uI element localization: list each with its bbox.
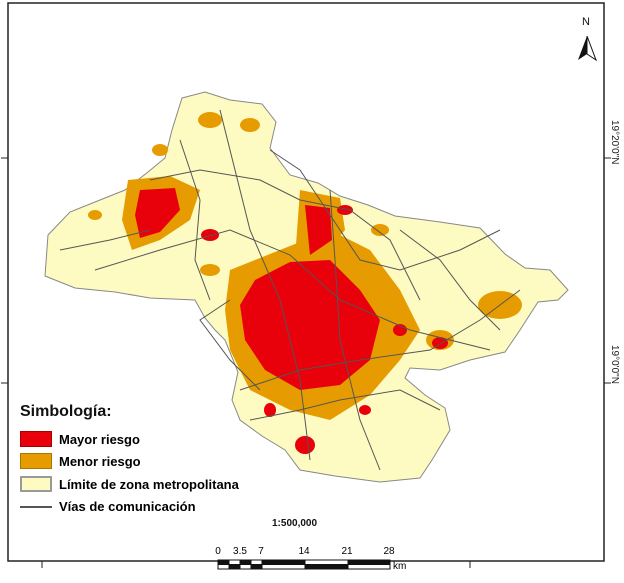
vias-de-comunicacion [59,109,521,471]
scale-text: 1:500,000 [272,518,318,529]
legend-item-mayor-riesgo: Mayor riesgo [20,431,140,447]
scale-unit: km [393,561,407,572]
mayor-riesgo-areas [135,188,448,454]
lat-label-19-20: 19°20'0"N [609,120,620,165]
legend-item-vias: Vías de comunicación [20,499,196,514]
legend-item-limite: Límite de zona metropolitana [20,476,239,492]
swatch [20,476,52,492]
lat-label-19-00: 19°0'0"N [609,345,620,384]
swatch [20,453,52,469]
scale-bar [217,559,391,570]
legend-title: Simbología: [20,403,112,420]
north-label: N [582,16,590,28]
north-arrow-icon [578,35,598,62]
swatch [20,431,52,447]
legend-item-menor-riesgo: Menor riesgo [20,453,141,469]
swatch [20,505,52,508]
